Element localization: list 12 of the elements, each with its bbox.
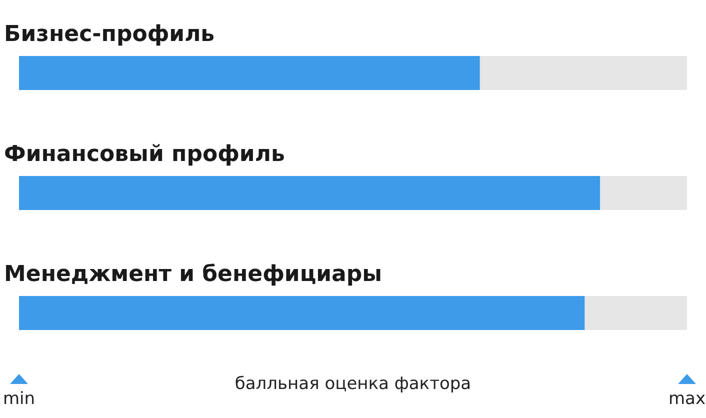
bar	[480, 56, 687, 90]
bar	[19, 296, 585, 330]
bar	[19, 176, 600, 210]
bar	[600, 176, 687, 210]
bar	[584, 296, 687, 330]
bar	[19, 56, 480, 90]
y-tick-label: Менеджмент и бенефициары	[4, 262, 382, 287]
y-tick-label: Бизнес-профиль	[4, 22, 215, 47]
text: max	[668, 389, 706, 409]
x-axis-title: балльная оценка фактора	[234, 374, 472, 394]
text: min	[2, 389, 36, 409]
y-tick-label: Финансовый профиль	[4, 142, 285, 167]
